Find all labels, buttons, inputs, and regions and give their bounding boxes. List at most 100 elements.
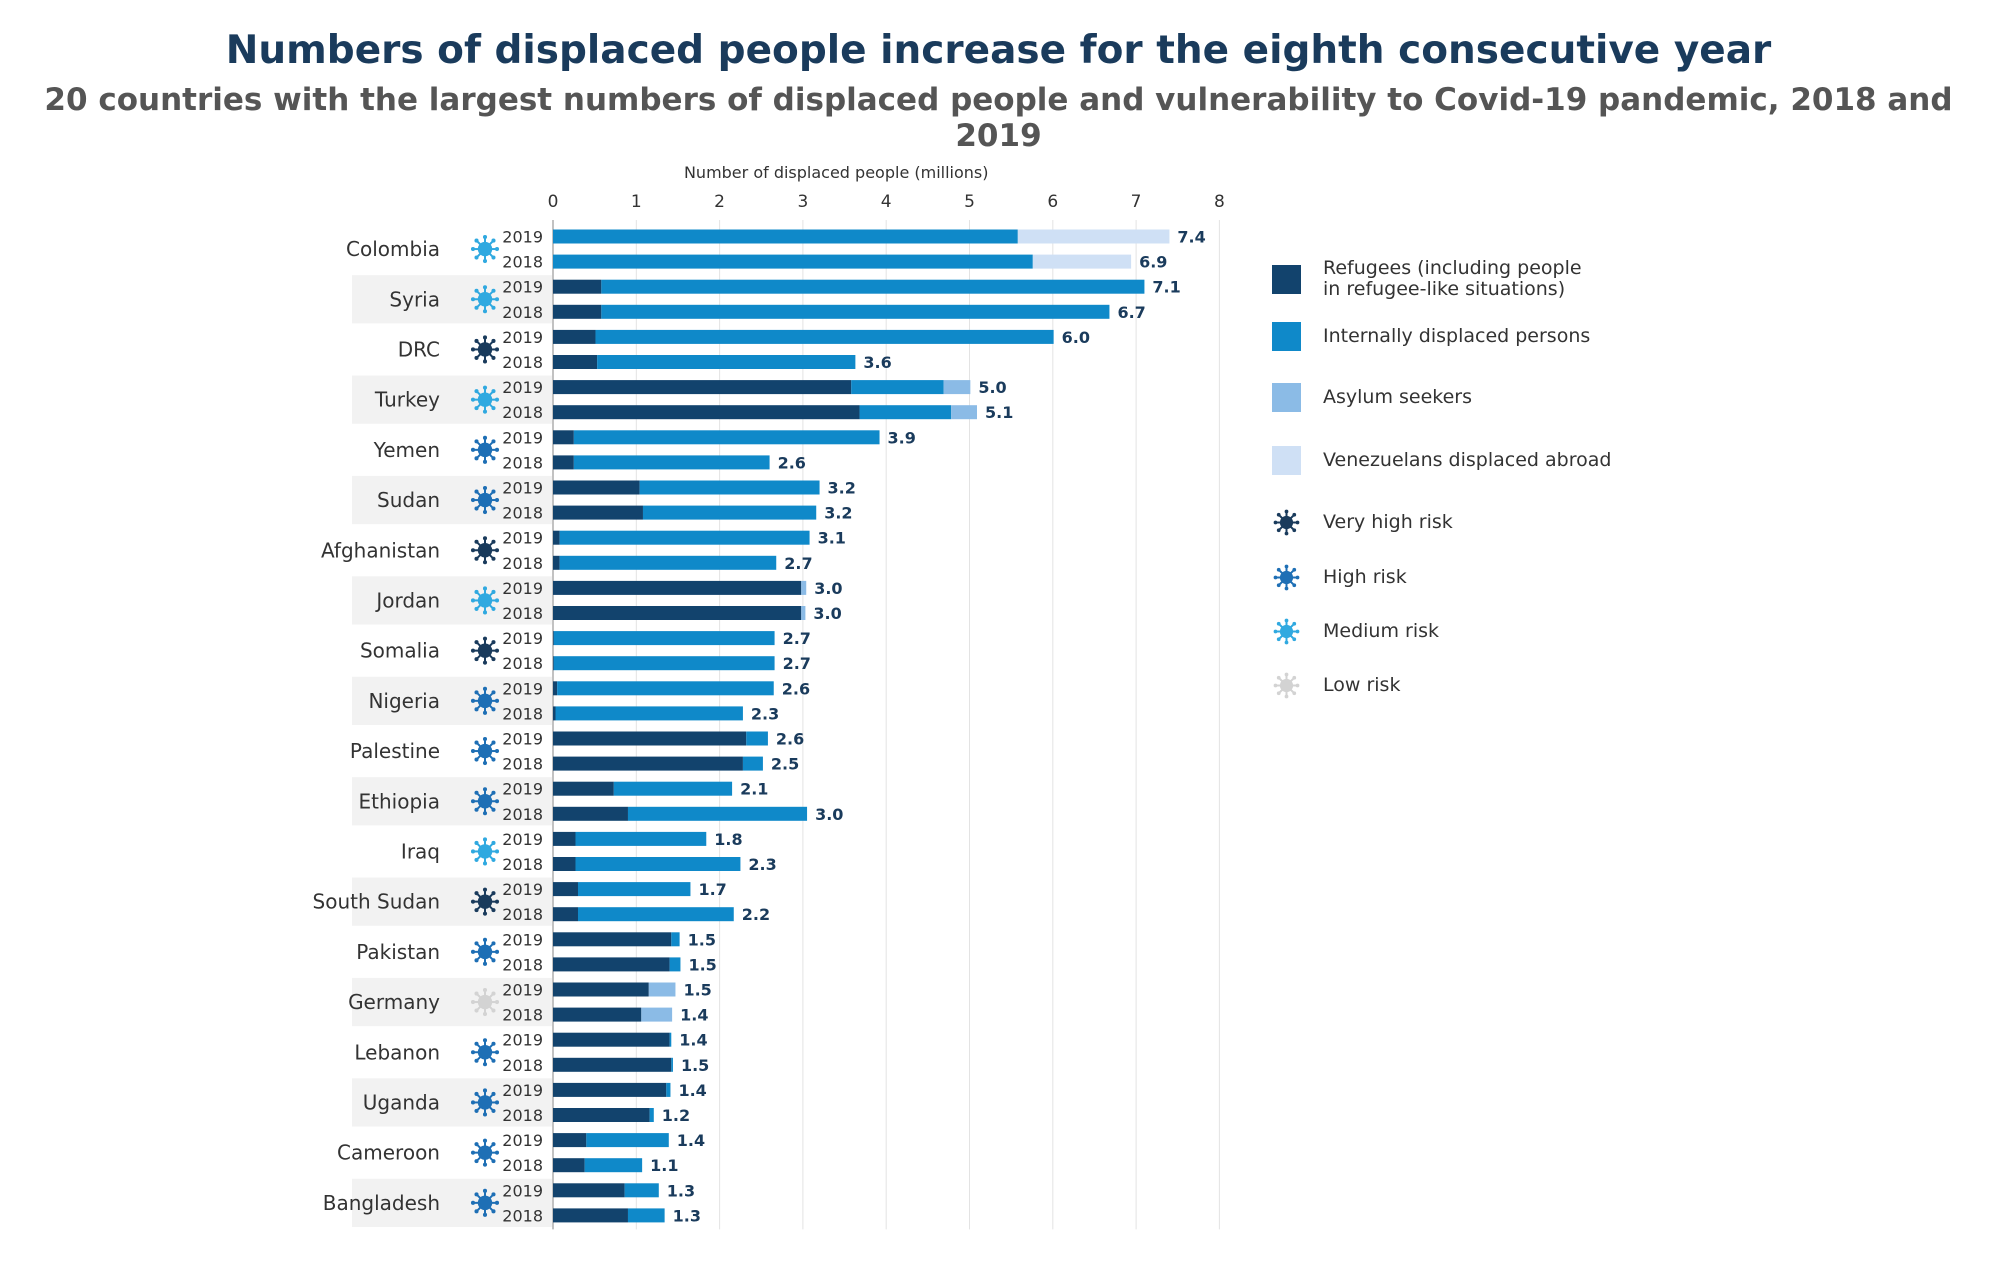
bar-total-label: 2.6 [776, 730, 804, 749]
legend-label: High risk [1323, 566, 1407, 588]
bar-segment-refugees [553, 480, 640, 495]
year-label: 2018 [502, 905, 543, 924]
bar-total-label: 7.1 [1152, 278, 1180, 297]
bar-total-label: 3.9 [888, 428, 916, 447]
bar-segment-refugees [553, 806, 628, 821]
legend-item-refugees: Refugees (including people in refugee-li… [1272, 258, 1582, 300]
bar-segment-asylum [943, 380, 971, 395]
bar-total-label: 1.3 [667, 1181, 695, 1200]
bar-segment-idp [666, 1082, 671, 1097]
bar-segment-refugees [553, 380, 852, 395]
bar-total-label: 1.4 [677, 1131, 705, 1150]
year-label: 2019 [502, 278, 543, 297]
country-label: Jordan [374, 588, 440, 612]
bar-segment-refugees [553, 279, 602, 294]
bar-total-label: 3.6 [863, 353, 891, 372]
x-tick-label: 8 [1214, 192, 1225, 212]
year-label: 2019 [502, 1181, 543, 1200]
year-label: 2019 [502, 1131, 543, 1150]
virus-high-risk-icon [470, 1138, 500, 1167]
country-label: Turkey [374, 388, 440, 412]
bar-segment-idp [742, 756, 763, 771]
bar-total-label: 3.2 [824, 504, 852, 523]
bar-segment-idp [584, 1158, 643, 1173]
legend-icon [1273, 672, 1300, 699]
country-label: DRC [398, 337, 440, 361]
country-label: Uganda [363, 1090, 440, 1114]
bar-segment-refugees [553, 957, 670, 972]
bar-segment-idp [575, 831, 707, 846]
chart-subtitle: 20 countries with the largest numbers of… [44, 82, 1953, 154]
year-label: 2019 [502, 479, 543, 498]
bar-segment-refugees [553, 355, 598, 369]
year-label: 2018 [502, 654, 543, 673]
chart-title: Numbers of displaced people increase for… [225, 28, 1772, 73]
bar-segment-refugees [553, 882, 578, 897]
x-tick-label: 3 [797, 192, 808, 212]
country-band [352, 1178, 552, 1227]
legend-item-asylum: Asylum seekers [1272, 383, 1472, 412]
virus-high-risk-icon [470, 435, 500, 464]
year-label: 2018 [502, 353, 543, 372]
bar-segment-refugees [553, 631, 554, 646]
year-label: 2018 [502, 1206, 543, 1225]
bar-segment-idp [613, 781, 733, 796]
bar-segment-idp [557, 681, 774, 696]
legend-swatch [1272, 383, 1301, 412]
country-label: Colombia [346, 237, 440, 261]
bar-total-label: 1.5 [681, 1056, 709, 1075]
country-label: Lebanon [354, 1040, 440, 1064]
year-label: 2018 [502, 403, 543, 422]
bar-total-label: 2.7 [783, 629, 811, 648]
bar-segment-refugees [553, 731, 747, 746]
bar-total-label: 2.5 [771, 755, 799, 774]
x-tick-label: 7 [1131, 192, 1142, 212]
virus-high-risk-icon [470, 787, 500, 816]
country-label: Palestine [350, 739, 440, 763]
bar-total-label: 2.7 [783, 654, 811, 673]
legend-icon [1273, 618, 1300, 645]
bar-total-label: 2.7 [784, 554, 812, 573]
bar-segment-idp [559, 555, 777, 570]
country-band [352, 375, 552, 424]
bar-segment-idp [601, 279, 1145, 294]
bar-segment-refugees [553, 1108, 650, 1122]
bar-segment-refugees [553, 1158, 585, 1173]
virus-medium-risk-icon [470, 235, 500, 264]
bar-total-label: 2.3 [751, 704, 779, 723]
bar-total-label: 6.9 [1139, 253, 1167, 272]
bar-total-label: 3.0 [815, 805, 843, 824]
legend-swatch [1272, 322, 1301, 351]
bar-segment-idp [553, 631, 775, 646]
legend-swatch [1272, 264, 1301, 294]
year-label: 2019 [502, 529, 543, 548]
year-label: 2018 [502, 955, 543, 974]
country-label: Iraq [401, 839, 440, 863]
bar-segment-refugees [553, 932, 672, 947]
legend-item-venezuelans: Venezuelans displaced abroad [1272, 446, 1611, 475]
bar-total-label: 2.2 [742, 905, 770, 924]
bar-total-label: 1.1 [650, 1156, 678, 1175]
country-band [352, 676, 552, 725]
legend-item-risk-medium: Medium risk [1272, 617, 1439, 646]
year-label: 2018 [502, 554, 543, 573]
x-axis-label: Number of displaced people (millions) [684, 163, 989, 182]
year-label: 2018 [502, 504, 543, 523]
country-label: Afghanistan [321, 538, 440, 562]
year-label: 2019 [502, 930, 543, 949]
legend-label: Medium risk [1323, 620, 1440, 642]
bar-segment-refugees [553, 505, 643, 520]
bar-segment-idp [669, 957, 681, 972]
year-label: 2018 [502, 303, 543, 322]
country-band [352, 877, 552, 926]
country-band [352, 777, 552, 826]
bar-segment-refugees [553, 982, 649, 997]
bar-segment-refugees [553, 656, 554, 671]
bar-segment-idp [555, 706, 743, 721]
virus-medium-risk-icon [470, 837, 500, 866]
year-label: 2018 [502, 1106, 543, 1125]
bar-segment-refugees [553, 681, 558, 696]
bar-segment-idp [671, 1057, 673, 1072]
bar-segment-idp [851, 380, 944, 395]
